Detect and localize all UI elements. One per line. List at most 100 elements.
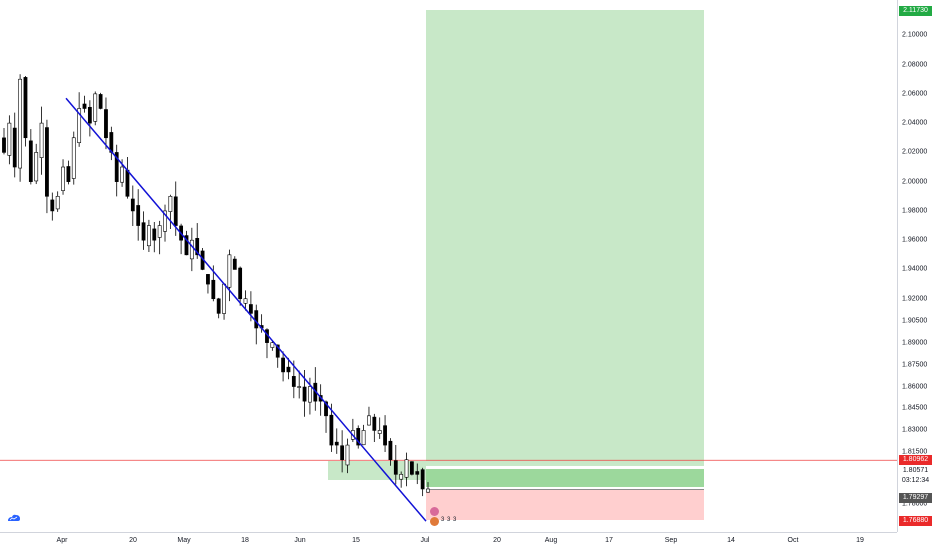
candle bbox=[66, 166, 71, 182]
price-axis[interactable]: 2.10000 2.08000 2.06000 2.04000 2.02000 2.000… bbox=[897, 0, 932, 532]
candle bbox=[361, 430, 366, 446]
candle bbox=[222, 283, 226, 314]
time-tick-label: Oct bbox=[787, 537, 799, 544]
event-markers[interactable]: 3 3 3 bbox=[428, 507, 460, 531]
candle bbox=[227, 254, 232, 288]
candle bbox=[87, 106, 92, 124]
candle bbox=[34, 152, 39, 182]
candle bbox=[7, 122, 12, 156]
candle bbox=[152, 228, 157, 241]
event-count-3: 3 bbox=[453, 517, 457, 523]
candle bbox=[125, 169, 130, 197]
candle bbox=[372, 416, 377, 431]
candle bbox=[141, 222, 146, 241]
time-tick-label: 20 bbox=[493, 537, 501, 544]
candle bbox=[184, 235, 189, 256]
candle bbox=[12, 127, 17, 168]
candle bbox=[286, 366, 291, 373]
loss-zone bbox=[426, 489, 704, 520]
price-tick-label: 2.02000 bbox=[902, 148, 928, 156]
candle bbox=[98, 94, 103, 109]
price-badge-current: 1.79297 bbox=[899, 492, 932, 503]
candle bbox=[399, 474, 404, 480]
price-badge-entry: 1.80571 bbox=[899, 465, 932, 476]
price-badge-target: 2.11730 bbox=[899, 6, 932, 16]
candle bbox=[308, 386, 312, 403]
price-tick-label: 1.87500 bbox=[902, 361, 928, 369]
price-tick-label: 1.94000 bbox=[902, 265, 928, 273]
candle bbox=[114, 152, 119, 182]
time-tick-label: 18 bbox=[241, 537, 249, 544]
candle bbox=[420, 469, 425, 490]
price-tick-label: 1.83000 bbox=[902, 426, 928, 434]
time-tick-label: 19 bbox=[856, 537, 864, 544]
candle bbox=[104, 109, 108, 139]
candle bbox=[28, 140, 33, 182]
time-tick-label: 14 bbox=[727, 537, 735, 544]
time-tick-label: Apr bbox=[56, 537, 68, 544]
candle bbox=[404, 459, 409, 478]
candle bbox=[291, 376, 296, 387]
candle bbox=[297, 386, 302, 388]
event-count-1: 3 bbox=[441, 517, 445, 523]
candle bbox=[340, 445, 345, 461]
time-tick-label: Jul bbox=[420, 537, 430, 544]
candle bbox=[248, 304, 253, 314]
candle bbox=[157, 225, 162, 238]
trendline bbox=[65, 97, 427, 522]
chart-canvas[interactable]: 3 3 3 bbox=[0, 0, 897, 532]
time-tick-label: May bbox=[177, 537, 191, 544]
candle bbox=[130, 198, 135, 212]
candle bbox=[50, 199, 55, 212]
price-tick-label: 1.90500 bbox=[902, 317, 928, 325]
candle bbox=[189, 239, 194, 260]
dividend-event-icon[interactable] bbox=[430, 507, 439, 516]
time-tick-label: Sep bbox=[664, 537, 678, 544]
candle bbox=[345, 444, 350, 466]
candle bbox=[2, 137, 6, 153]
candle bbox=[136, 205, 141, 226]
earnings-event-icon[interactable] bbox=[430, 517, 439, 526]
candle bbox=[377, 430, 382, 434]
price-tick-label: 1.92000 bbox=[902, 295, 928, 303]
candle bbox=[281, 357, 285, 373]
candle bbox=[334, 441, 339, 446]
candle bbox=[426, 488, 430, 493]
profit-zone-filled bbox=[426, 468, 704, 487]
candle bbox=[238, 267, 243, 300]
candle bbox=[393, 460, 398, 475]
candle bbox=[147, 225, 151, 247]
price-tick-label: 2.10000 bbox=[902, 31, 928, 39]
candle bbox=[45, 127, 49, 197]
candle bbox=[367, 415, 371, 426]
candle bbox=[39, 122, 44, 158]
candle bbox=[120, 166, 124, 183]
price-tick-label: 1.86000 bbox=[902, 383, 928, 391]
candle bbox=[61, 166, 65, 191]
candle bbox=[168, 195, 173, 212]
candle bbox=[211, 279, 216, 300]
candle bbox=[270, 342, 275, 348]
price-tick-label: 2.08000 bbox=[902, 61, 928, 69]
time-tick-label: Jun bbox=[294, 537, 306, 544]
candle bbox=[388, 440, 393, 461]
candle bbox=[415, 471, 420, 475]
time-axis[interactable]: Apr 20 May 18 Jun 15 Jul 20 Aug 17 Sep 14 Oct 19 bbox=[0, 532, 897, 551]
price-tick-label: 2.04000 bbox=[902, 119, 928, 127]
time-tick-label: 17 bbox=[605, 537, 613, 544]
candle bbox=[329, 414, 334, 446]
candle bbox=[383, 425, 387, 446]
price-tick-label: 1.78000 bbox=[902, 500, 928, 508]
candle bbox=[243, 298, 248, 304]
candle bbox=[195, 238, 200, 256]
price-tick-label: 2.06000 bbox=[902, 90, 928, 98]
candle bbox=[82, 103, 87, 109]
candle bbox=[275, 344, 280, 358]
price-chart-svg[interactable] bbox=[0, 0, 897, 532]
price-tick-label: 1.98000 bbox=[902, 207, 928, 215]
candle bbox=[324, 401, 328, 417]
candle bbox=[163, 210, 167, 232]
candle bbox=[93, 93, 98, 122]
candle bbox=[18, 78, 23, 169]
candle bbox=[356, 428, 361, 446]
